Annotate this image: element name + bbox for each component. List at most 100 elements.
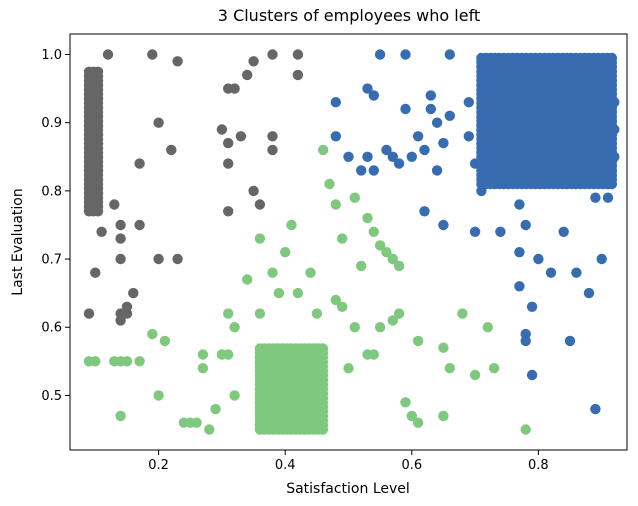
scatter-point bbox=[337, 233, 348, 244]
scatter-point bbox=[115, 233, 126, 244]
scatter-point bbox=[305, 267, 316, 278]
scatter-point bbox=[419, 206, 430, 217]
scatter-point bbox=[96, 226, 107, 237]
scatter-point bbox=[273, 287, 285, 299]
scatter-point bbox=[374, 240, 386, 251]
scatter-point bbox=[267, 144, 278, 156]
scatter-point bbox=[609, 151, 620, 162]
scatter-point bbox=[166, 144, 177, 156]
scatter-point bbox=[223, 308, 234, 319]
scatter-point bbox=[248, 56, 259, 67]
scatter-point bbox=[318, 144, 329, 156]
scatter-point bbox=[438, 410, 449, 422]
scatter-point bbox=[223, 349, 234, 360]
scatter-point bbox=[514, 199, 525, 210]
scatter-point bbox=[343, 363, 354, 374]
scatter-point bbox=[368, 349, 379, 360]
scatter-point bbox=[431, 165, 443, 176]
scatter-point bbox=[463, 97, 474, 108]
scatter-point bbox=[393, 158, 405, 169]
scatter-point bbox=[121, 301, 133, 312]
scatter-point bbox=[520, 424, 531, 435]
scatter-point bbox=[172, 253, 183, 265]
scatter-point bbox=[438, 342, 449, 353]
y-axis-label: Last Evaluation bbox=[10, 188, 26, 295]
scatter-point bbox=[210, 403, 221, 415]
scatter-point bbox=[292, 69, 304, 81]
scatter-point bbox=[197, 363, 209, 374]
scatter-point bbox=[102, 49, 114, 60]
scatter-point bbox=[223, 158, 234, 169]
scatter-point bbox=[242, 274, 253, 285]
scatter-point bbox=[90, 267, 101, 278]
scatter-point bbox=[356, 260, 367, 272]
scatter-point bbox=[431, 117, 443, 128]
scatter-point bbox=[400, 49, 411, 60]
scatter-point bbox=[520, 335, 531, 347]
scatter-point bbox=[526, 369, 538, 381]
scatter-point bbox=[128, 287, 139, 299]
scatter-point bbox=[121, 356, 133, 367]
y-tick-label: 0.9 bbox=[41, 116, 62, 131]
scatter-point bbox=[115, 253, 126, 265]
scatter-point bbox=[90, 356, 101, 367]
scatter-point bbox=[526, 301, 538, 312]
y-tick-label: 1.0 bbox=[41, 48, 62, 63]
scatter-point bbox=[292, 49, 304, 60]
scatter-point bbox=[564, 335, 576, 347]
scatter-point bbox=[229, 390, 240, 401]
scatter-point bbox=[387, 253, 398, 265]
scatter-point bbox=[280, 247, 291, 258]
scatter-point bbox=[406, 151, 417, 162]
chart-title: 3 Clusters of employees who left bbox=[218, 6, 480, 25]
scatter-point bbox=[412, 417, 424, 428]
scatter-point bbox=[83, 308, 95, 319]
scatter-point bbox=[463, 131, 474, 142]
scatter-point bbox=[381, 247, 392, 258]
scatter-point bbox=[267, 131, 278, 142]
scatter-point bbox=[438, 137, 449, 149]
scatter-point bbox=[609, 124, 620, 135]
scatter-point bbox=[134, 219, 145, 231]
plot-frame bbox=[69, 33, 628, 451]
scatter-point bbox=[92, 66, 104, 78]
scatter-point bbox=[374, 322, 386, 333]
x-tick-label: 0.8 bbox=[528, 458, 549, 473]
scatter-point bbox=[495, 226, 506, 237]
scatter-point bbox=[387, 151, 398, 162]
scatter-point bbox=[400, 397, 411, 408]
scatter-point bbox=[571, 267, 582, 278]
scatter-point bbox=[229, 83, 240, 94]
scatter-point bbox=[609, 97, 620, 108]
scatter-point bbox=[469, 369, 481, 381]
scatter-point bbox=[393, 260, 405, 272]
scatter-point bbox=[520, 219, 531, 231]
scatter-point bbox=[286, 219, 297, 231]
scatter-point bbox=[311, 308, 323, 319]
scatter-point bbox=[242, 69, 253, 81]
scatter-point bbox=[267, 267, 278, 278]
scatter-point bbox=[343, 151, 354, 162]
y-tick-label: 0.6 bbox=[41, 321, 62, 336]
scatter-point bbox=[457, 308, 468, 319]
scatter-point bbox=[330, 97, 341, 108]
points-layer bbox=[83, 49, 620, 435]
scatter-point bbox=[330, 294, 341, 306]
scatter-point bbox=[235, 131, 247, 142]
scatter-point bbox=[330, 131, 341, 142]
scatter-point bbox=[400, 103, 411, 115]
x-tick-label: 0.2 bbox=[148, 458, 169, 473]
scatter-point bbox=[482, 322, 493, 333]
scatter-point bbox=[533, 253, 544, 265]
scatter-point bbox=[545, 267, 557, 278]
scatter-point bbox=[109, 199, 120, 210]
scatter-point bbox=[223, 137, 234, 149]
scatter-point bbox=[153, 390, 164, 401]
scatter-point bbox=[606, 52, 618, 64]
scatter-point bbox=[197, 349, 209, 360]
scatter-point bbox=[337, 301, 348, 312]
scatter-point bbox=[596, 253, 607, 265]
scatter-point bbox=[216, 124, 228, 135]
scatter-point bbox=[248, 185, 259, 197]
